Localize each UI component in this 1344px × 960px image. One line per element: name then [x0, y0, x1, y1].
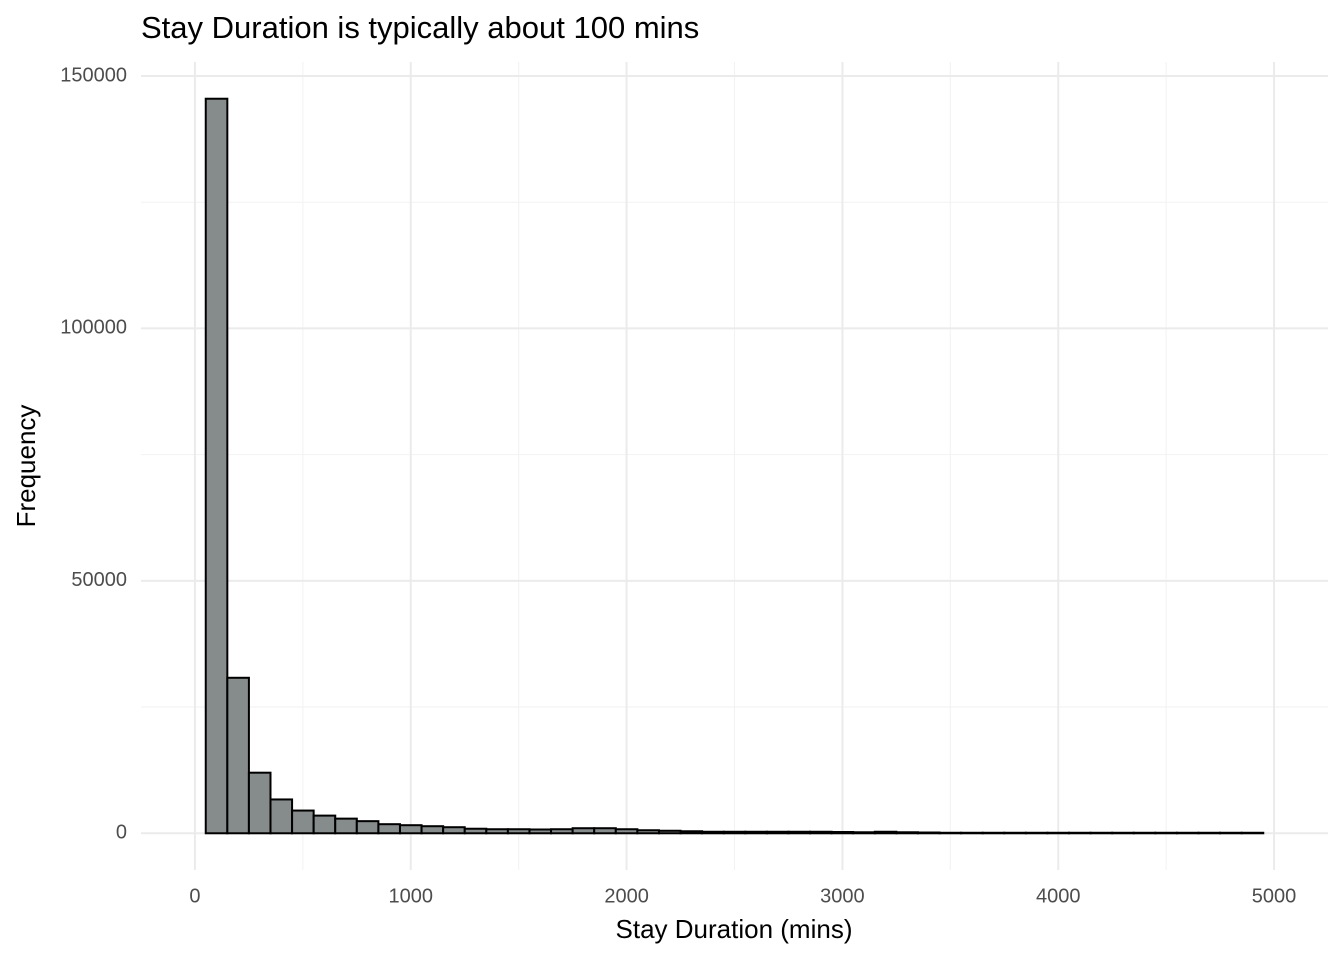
bar: [291, 809, 315, 835]
bar: [636, 829, 660, 835]
bar: [981, 831, 1006, 835]
bar: [1024, 831, 1049, 835]
bar: [398, 824, 423, 835]
bar: [722, 830, 747, 835]
bar: [571, 827, 596, 835]
bar: [226, 676, 250, 835]
bar: [593, 827, 617, 835]
bar: [895, 831, 919, 835]
bar: [830, 831, 855, 835]
x-tick-label: 5000: [1252, 885, 1297, 907]
bar: [657, 829, 682, 835]
bar: [873, 830, 898, 835]
x-tick-label: 0: [189, 885, 200, 907]
y-tick-label: 150000: [60, 64, 127, 86]
bar: [1197, 831, 1222, 835]
bar: [269, 798, 294, 835]
x-tick-label: 1000: [389, 885, 434, 907]
bar: [1003, 831, 1027, 835]
bar: [247, 771, 272, 835]
bar: [334, 817, 358, 835]
bar: [204, 97, 229, 835]
x-tick-label: 3000: [820, 885, 865, 907]
bar: [355, 820, 380, 835]
bar: [744, 830, 768, 835]
bar: [506, 828, 531, 835]
bar: [1154, 831, 1178, 835]
bar: [420, 825, 445, 835]
bar: [463, 827, 488, 835]
bar: [442, 826, 466, 835]
bar: [550, 828, 574, 835]
bar: [485, 828, 509, 835]
bar: [765, 830, 790, 835]
bar: [809, 830, 833, 835]
x-tick-label: 2000: [604, 885, 649, 907]
x-axis-label: Stay Duration (mins): [616, 914, 853, 944]
bar: [701, 830, 725, 835]
bar: [679, 830, 704, 835]
bar: [377, 823, 401, 835]
y-tick-label: 50000: [71, 569, 127, 591]
bar: [1111, 831, 1135, 835]
x-tick-label: 4000: [1036, 885, 1081, 907]
bar: [614, 828, 639, 835]
bar: [1068, 831, 1092, 835]
bar: [852, 831, 876, 835]
y-axis-label: Frequency: [11, 405, 41, 528]
bar: [1240, 831, 1265, 835]
bar: [1175, 831, 1200, 835]
bar: [938, 831, 963, 835]
bar: [1046, 831, 1071, 835]
y-tick-label: 100000: [60, 317, 127, 339]
bar: [916, 831, 941, 835]
bar: [1089, 831, 1114, 835]
y-tick-label: 0: [116, 822, 127, 844]
bar: [1219, 831, 1243, 835]
bar: [312, 814, 337, 835]
bar: [960, 831, 984, 835]
bar: [787, 830, 812, 835]
bar: [528, 828, 553, 835]
chart-title: Stay Duration is typically about 100 min…: [141, 10, 699, 45]
bar: [1132, 831, 1157, 835]
